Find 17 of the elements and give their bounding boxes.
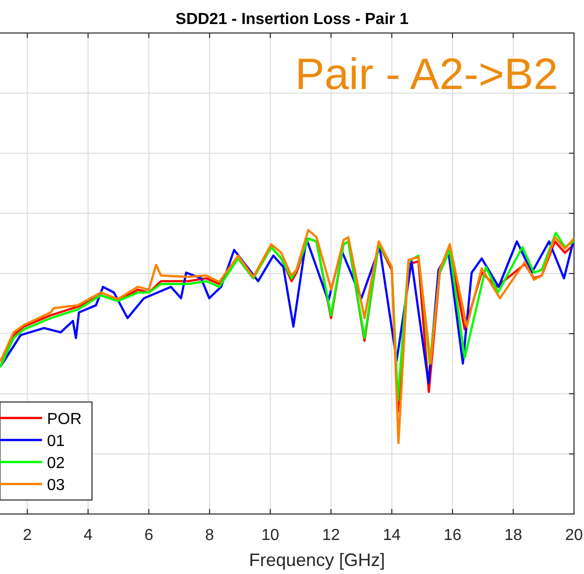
x-tick-label: 8 (205, 527, 214, 544)
legend-label: 01 (47, 433, 65, 450)
text: Pair - A2->B2 (295, 50, 558, 99)
x-tick-label: 6 (144, 527, 154, 544)
x-tick-label: 4 (84, 527, 93, 544)
x-tick-label: 18 (504, 527, 522, 544)
x-tick-label: 12 (322, 527, 340, 544)
legend-label: POR (47, 411, 82, 428)
legend-label: 02 (47, 455, 65, 472)
x-tick-label: 10 (261, 527, 280, 544)
x-tick-label: 20 (565, 527, 583, 544)
x-axis-title: Frequency [GHz] (248, 550, 386, 570)
x-tick-label: 16 (444, 527, 462, 544)
legend-label: 03 (47, 477, 65, 494)
x-tick-label: 2 (22, 527, 32, 544)
x-tick-label: 14 (382, 527, 401, 544)
chart-title: SDD21 - Insertion Loss - Pair 1 (176, 11, 409, 28)
